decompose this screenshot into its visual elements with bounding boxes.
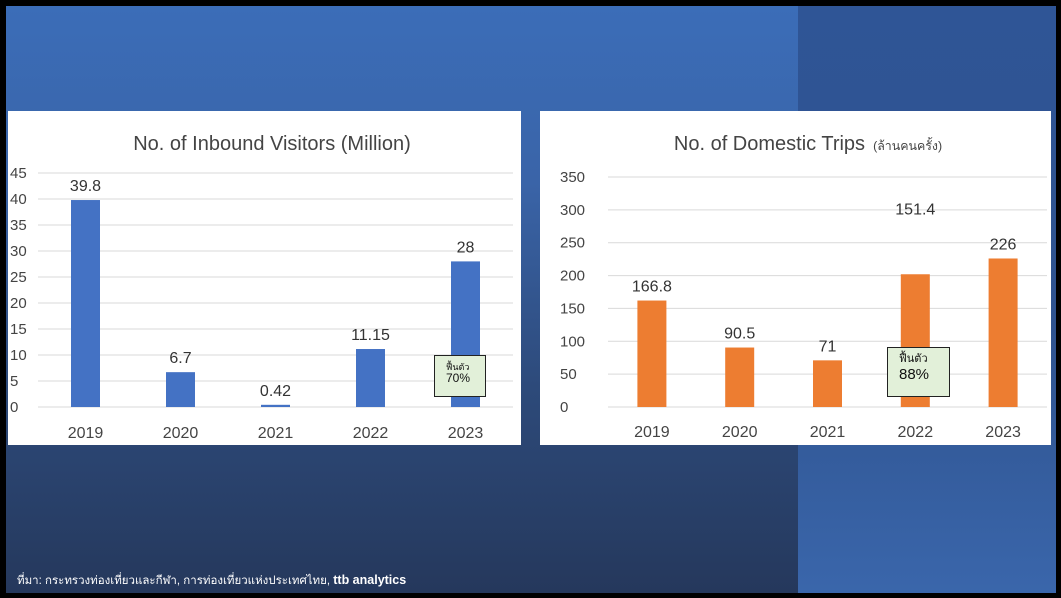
chart-title-main: No. of Inbound Visitors (Million) [133, 133, 411, 155]
x-tick-label: 2022 [898, 424, 934, 441]
domestic-trips-chart-panel: No. of Domestic Trips (ล้านคนครั้ง) 0 50 100… [540, 111, 1051, 445]
y-tick-label: 25 [10, 269, 27, 286]
data-label: 11.15 [351, 327, 390, 344]
chart-title-unit: (ล้านคนครั้ง) [873, 137, 942, 153]
y-tick-label: 20 [10, 295, 27, 312]
y-tick-label: 0 [10, 399, 18, 416]
y-tick-label: 40 [10, 191, 27, 208]
data-label: 6.7 [169, 350, 191, 367]
y-tick-label: 200 [560, 268, 585, 285]
x-tick-label: 2023 [448, 425, 484, 442]
y-tick-label: 100 [560, 333, 585, 350]
source-text: ที่มา: กระทรวงท่องเที่ยวและกีฬา, การท่อง… [17, 575, 334, 587]
data-label: 71 [819, 338, 837, 355]
bar [166, 372, 195, 407]
data-label: 90.5 [724, 326, 755, 343]
source-note: ที่มา: กระทรวงท่องเที่ยวและกีฬา, การท่อง… [17, 572, 406, 590]
y-tick-label: 35 [10, 217, 27, 234]
y-tick-label: 10 [10, 347, 27, 364]
y-tick-label: 150 [560, 300, 585, 317]
recovery-callout-value: 88% [899, 365, 930, 383]
y-tick-label: 15 [10, 321, 27, 338]
bar [261, 404, 290, 407]
source-brand: ttb analytics [333, 573, 407, 587]
recovery-callout-domestic: ฟื้นตัว 88% [887, 347, 950, 397]
x-tick-label: 2021 [258, 425, 294, 442]
x-tick-label: 2019 [634, 424, 670, 441]
bar [71, 200, 100, 407]
y-tick-label: 45 [10, 165, 27, 182]
domestic-trips-chart: No. of Domestic Trips (ล้านคนครั้ง) 0 50 100… [560, 133, 1047, 441]
y-tick-label: 300 [560, 202, 585, 219]
chart-title: No. of Inbound Visitors (Million) [133, 133, 411, 155]
recovery-callout-inbound: ฟื้นตัว 70% [434, 355, 486, 397]
x-tick-label: 2020 [722, 424, 758, 441]
recovery-callout-label: ฟื้นตัว [446, 362, 470, 372]
bar [813, 360, 842, 407]
data-label: 166.8 [632, 279, 672, 296]
x-tick-label: 2023 [985, 424, 1021, 441]
y-tick-label: 350 [560, 169, 585, 186]
y-tick-label: 0 [560, 399, 568, 416]
data-label: 226 [990, 236, 1017, 253]
data-label: 28 [457, 239, 475, 256]
chart-title-main: No. of Domestic Trips [674, 133, 865, 155]
y-tick-label: 250 [560, 235, 585, 252]
x-tick-label: 2020 [163, 425, 199, 442]
data-label: 39.8 [70, 178, 101, 195]
y-tick-label: 30 [10, 243, 27, 260]
recovery-callout-value: 70% [446, 371, 471, 386]
y-tick-label: 5 [10, 373, 18, 390]
x-tick-label: 2019 [68, 425, 104, 442]
data-label: 151.4 [895, 201, 935, 218]
chart-title: No. of Domestic Trips (ล้านคนครั้ง) [674, 133, 942, 155]
bar [356, 349, 385, 407]
bar [637, 300, 667, 407]
recovery-callout-label: ฟื้นตัว [899, 353, 928, 365]
bar [725, 347, 755, 407]
data-label: 0.42 [260, 383, 291, 400]
x-tick-label: 2021 [810, 424, 846, 441]
x-tick-label: 2022 [353, 425, 389, 442]
y-tick-label: 50 [560, 366, 577, 383]
bar [988, 258, 1018, 407]
